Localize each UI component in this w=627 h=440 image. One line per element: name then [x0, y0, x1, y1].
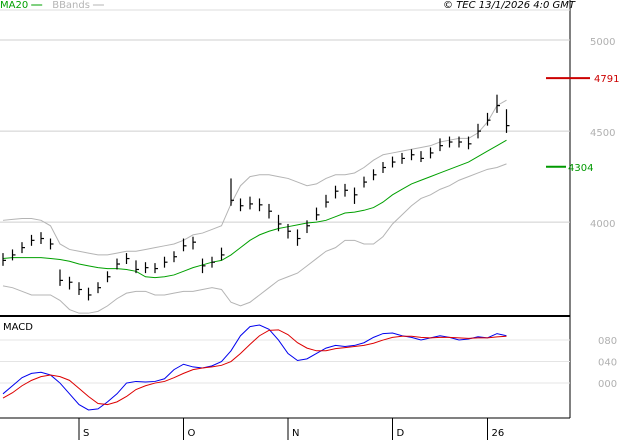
- macd-title: MACD: [3, 322, 33, 333]
- legend-label: MA20: [0, 0, 28, 11]
- x-tick-label: D: [397, 428, 405, 439]
- y-tick-label: 4500: [590, 128, 615, 139]
- x-tick-label: 26: [492, 428, 505, 439]
- y-tick-label: 000: [598, 379, 617, 390]
- ma-line: [2, 139, 507, 279]
- level-label: 4304: [568, 163, 593, 174]
- y-tick-label: 4000: [590, 219, 615, 230]
- band-lower: [2, 163, 507, 314]
- y-tick-label: 040: [598, 358, 617, 369]
- macd-line: [2, 324, 507, 411]
- level-label: 4791: [594, 74, 619, 85]
- source: © TEC 13/1/2026 4:0 GMT: [443, 0, 576, 11]
- x-tick-label: S: [83, 428, 89, 439]
- y-tick-label: 080: [598, 336, 617, 347]
- x-tick-label: N: [292, 428, 299, 439]
- macd-line: [2, 329, 507, 406]
- legend-label: BBands: [52, 0, 90, 11]
- y-tick-label: 5000: [590, 37, 615, 48]
- x-tick-label: O: [188, 428, 196, 439]
- band-upper: [2, 99, 507, 256]
